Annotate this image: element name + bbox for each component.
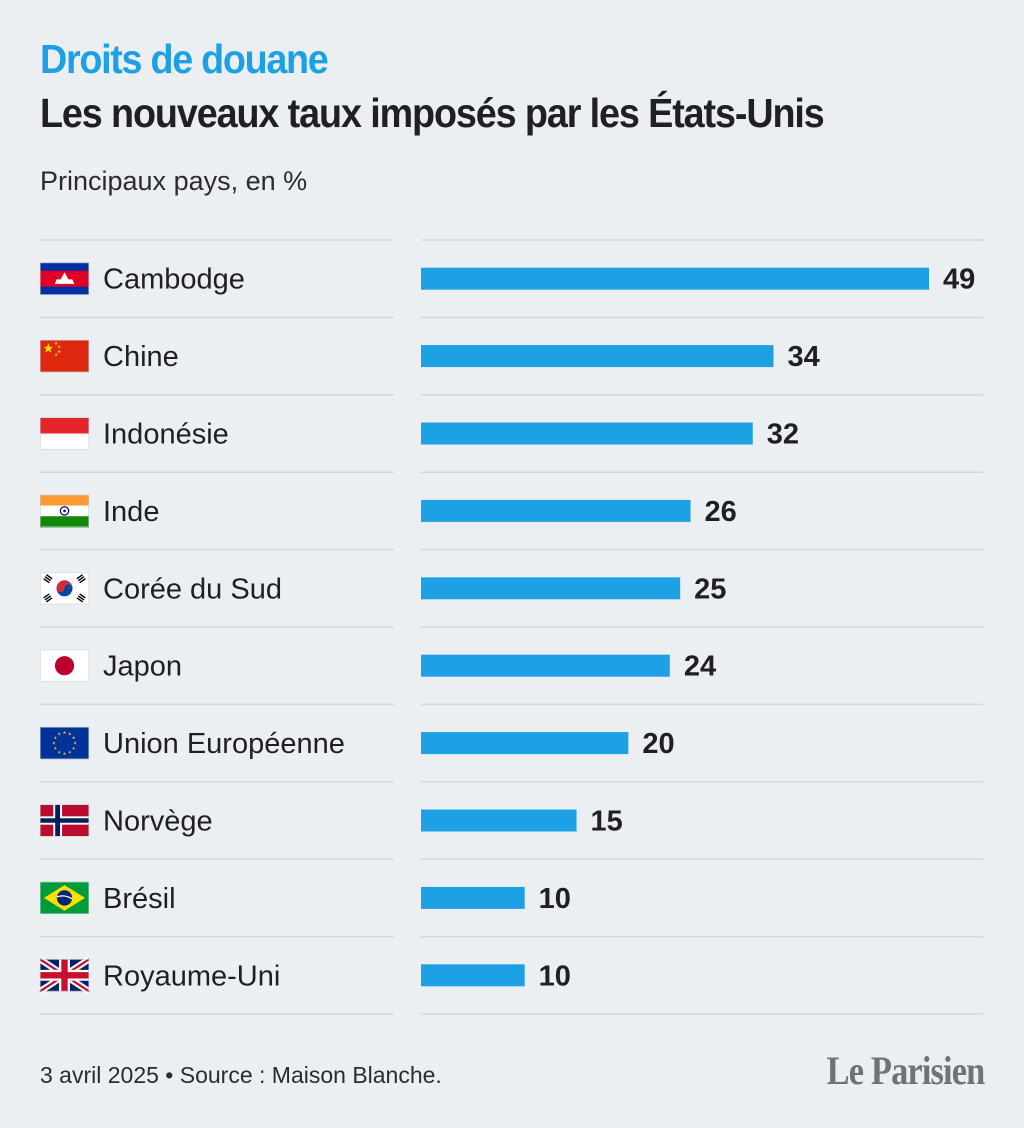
value-label: 15 (591, 806, 623, 838)
bar (421, 964, 525, 987)
category-label: Japon (103, 651, 182, 683)
value-label: 10 (539, 960, 571, 992)
value-label: 26 (705, 496, 737, 528)
indonesia-flag-icon (40, 417, 89, 450)
bar (421, 732, 629, 755)
bar (421, 654, 670, 677)
japan-flag-icon (40, 649, 89, 682)
category-label: Cambodge (103, 264, 245, 296)
bar (421, 345, 774, 368)
category-label: Inde (103, 496, 159, 528)
value-label: 24 (684, 651, 716, 683)
bar (421, 886, 525, 909)
bar (421, 809, 577, 832)
category-label: Indonésie (103, 419, 229, 451)
european-union-flag-icon (40, 727, 89, 760)
category-label: Royaume-Uni (103, 960, 280, 992)
category-label: Union Européenne (103, 728, 345, 760)
chart-title: Les nouveaux taux imposés par les États-… (40, 90, 825, 136)
china-flag-icon (40, 340, 89, 373)
value-label: 25 (694, 573, 726, 605)
chart-subtitle: Principaux pays, en % (40, 166, 308, 196)
value-label: 32 (767, 419, 799, 451)
source-note: 3 avril 2025 • Source : Maison Blanche. (40, 1062, 442, 1088)
bar (421, 422, 753, 445)
value-label: 20 (642, 728, 674, 760)
chart-kicker: Droits de douane (40, 36, 329, 82)
category-label: Norvège (103, 806, 213, 838)
value-label: 34 (787, 341, 819, 373)
brand-logo: Le Parisien (826, 1048, 985, 1093)
brazil-flag-icon (40, 881, 89, 914)
bar (421, 577, 681, 600)
category-label: Brésil (103, 883, 176, 915)
value-label: 10 (539, 883, 571, 915)
bar (421, 499, 691, 522)
category-label: Chine (103, 341, 179, 373)
india-flag-icon (40, 494, 89, 528)
value-label: 49 (943, 264, 975, 296)
united-kingdom-flag-icon (38, 956, 91, 994)
norway-flag-icon (40, 804, 89, 837)
category-label: Corée du Sud (103, 573, 282, 605)
bar (421, 267, 929, 290)
cambodia-flag-icon (40, 262, 89, 295)
south-korea-flag-icon (40, 572, 89, 605)
